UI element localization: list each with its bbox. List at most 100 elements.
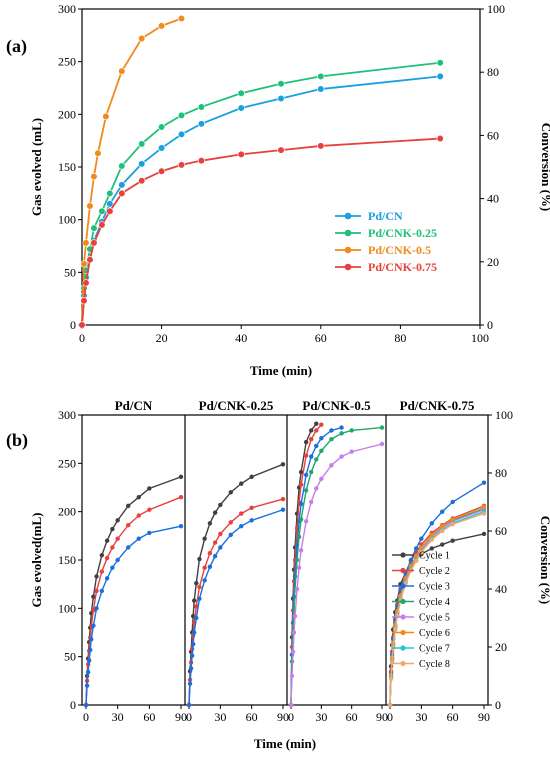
data-point-cycle-1 xyxy=(99,552,105,558)
panel-a-y-tick-label: 150 xyxy=(58,160,76,174)
data-point-cycle-2 xyxy=(314,428,319,433)
data-point-cycle-1 xyxy=(249,474,254,480)
series-line-pd-cnk-0-75 xyxy=(81,137,441,326)
data-point-cycle-3 xyxy=(186,702,192,708)
data-point-cycle-5 xyxy=(296,565,302,570)
panel-a-y-tick-label: 50 xyxy=(64,265,76,279)
panel-b-y2-tick-label: 20 xyxy=(495,640,507,654)
data-point-cycle-1 xyxy=(280,462,286,467)
data-point-cycle-1 xyxy=(126,503,131,509)
panel-b-x-tick-label: 0 xyxy=(387,710,393,724)
legend-marker-cycle-6 xyxy=(400,629,406,636)
data-point-pd-cn xyxy=(118,181,126,189)
data-point-cycle-2 xyxy=(94,588,99,594)
data-point-pd-cnk-0-75 xyxy=(317,142,325,150)
data-point-cycle-3 xyxy=(440,509,445,514)
data-point-pd-cnk-0-75 xyxy=(118,189,126,197)
data-point-cycle-3 xyxy=(303,472,309,478)
data-point-cycle-3 xyxy=(91,623,96,628)
data-point-cycle-3 xyxy=(419,536,424,541)
data-point-cycle-3 xyxy=(207,564,213,569)
data-point-cycle-5 xyxy=(292,613,298,619)
subplot-title-pd-cnk-0-75: Pd/CNK-0.75 xyxy=(400,398,475,413)
subplot-pd-cnk-0-75 xyxy=(387,480,487,708)
panel-a-y2-tick-label: 0 xyxy=(487,318,493,332)
data-point-cycle-2 xyxy=(303,453,309,458)
data-point-pd-cnk-0-25 xyxy=(197,103,205,111)
data-point-cycle-3 xyxy=(280,507,286,512)
panel-a-chart: Time (min) Gas evolved (mL) Conversion (… xyxy=(29,2,550,378)
data-point-cycle-4 xyxy=(379,425,385,430)
data-point-cycle-2 xyxy=(319,422,324,427)
data-point-cycle-5 xyxy=(289,673,295,679)
data-point-cycle-2 xyxy=(126,523,131,528)
series-pd-cnk-0-75-cycle-7 xyxy=(387,509,487,708)
data-point-cycle-4 xyxy=(319,448,324,453)
panel-b-y-tick-label: 100 xyxy=(58,601,76,615)
data-point-cycle-8 xyxy=(440,528,445,534)
panel-a-y2-tick-label: 100 xyxy=(487,2,505,16)
data-point-cycle-3 xyxy=(84,683,90,688)
data-point-cycle-1 xyxy=(450,538,455,543)
series-line-cycle-4 xyxy=(290,426,383,706)
data-point-cycle-5 xyxy=(294,586,300,592)
panel-a-y2-axis-label: Conversion (%) xyxy=(539,123,550,211)
data-point-cycle-3 xyxy=(178,523,184,529)
panel-a-x-tick-label: 0 xyxy=(79,331,85,345)
panel-b-x-tick-label: 60 xyxy=(143,710,155,724)
panel-a-y2-tick-label: 40 xyxy=(487,192,499,206)
data-point-pd-cnk-0-25 xyxy=(138,140,146,148)
data-point-cycle-1 xyxy=(440,542,445,547)
panel-b-x-tick-label: 90 xyxy=(376,710,388,724)
legend-label-cycle-3: Cycle 3 xyxy=(419,582,450,593)
subplot-title-pd-cnk-0-5: Pd/CNK-0.5 xyxy=(302,398,371,413)
series-line-cycle-2 xyxy=(85,496,182,706)
data-point-cycle-4 xyxy=(294,557,300,563)
series-pd-cnk-0-25-cycle-3 xyxy=(186,507,286,708)
data-point-pd-cnk-0-25 xyxy=(158,123,166,131)
data-point-pd-cn xyxy=(106,200,114,208)
data-point-cycle-3 xyxy=(429,521,434,526)
series-line-pd-cn xyxy=(81,75,441,326)
legend-label-cycle-5: Cycle 5 xyxy=(419,613,450,624)
panel-a-x-axis-label: Time (min) xyxy=(250,363,312,378)
data-point-cycle-3 xyxy=(190,641,196,647)
data-point-cycle-8 xyxy=(450,522,455,527)
data-point-cycle-1 xyxy=(91,594,96,599)
data-point-cycle-2 xyxy=(228,520,233,525)
series-pd-cnk-0-5-cycle-5 xyxy=(288,441,385,708)
data-point-cycle-3 xyxy=(202,578,207,583)
data-point-pd-cnk-0-5 xyxy=(177,14,186,23)
data-point-cycle-6 xyxy=(481,504,487,510)
series-line-cycle-3 xyxy=(85,525,182,706)
data-point-cycle-4 xyxy=(296,534,302,539)
panel-a-x-tick-label: 40 xyxy=(235,331,247,345)
data-point-cycle-3 xyxy=(309,454,314,459)
subplot-pd-cn xyxy=(83,474,184,708)
subplot-pd-cnk-0-25 xyxy=(186,462,286,708)
data-point-cycle-3 xyxy=(192,630,197,635)
data-point-cycle-8 xyxy=(388,676,394,682)
data-point-cycle-1 xyxy=(178,474,184,480)
data-point-cycle-1 xyxy=(298,469,304,475)
data-point-cycle-3 xyxy=(104,576,110,581)
data-point-cycle-1 xyxy=(309,428,314,433)
data-point-cycle-6 xyxy=(450,517,455,522)
data-point-pd-cnk-0-75 xyxy=(90,239,98,247)
data-point-cycle-5 xyxy=(298,548,304,553)
data-point-pd-cnk-0-25 xyxy=(436,59,444,67)
data-point-cycle-4 xyxy=(298,517,304,522)
panel-b-y2-axis-label: Conversion (%) xyxy=(538,516,550,604)
data-point-cycle-3 xyxy=(239,523,244,529)
panel-b-chart: Time (min) Gas evolved(mL) Conversion (%… xyxy=(29,398,550,751)
data-point-cycle-4 xyxy=(314,457,319,462)
data-point-pd-cnk-0-25 xyxy=(106,189,114,197)
panel-b-y-tick-label: 50 xyxy=(64,650,76,664)
data-point-cycle-5 xyxy=(314,486,319,491)
data-point-cycle-3 xyxy=(481,480,487,485)
panel-a-x-tick-label: 20 xyxy=(156,331,168,345)
legend-marker-pd-cn xyxy=(344,212,352,220)
data-point-pd-cn xyxy=(436,72,444,81)
panel-a-y2-tick-label: 60 xyxy=(487,128,499,142)
panel-a-x-tick-label: 60 xyxy=(315,331,327,345)
